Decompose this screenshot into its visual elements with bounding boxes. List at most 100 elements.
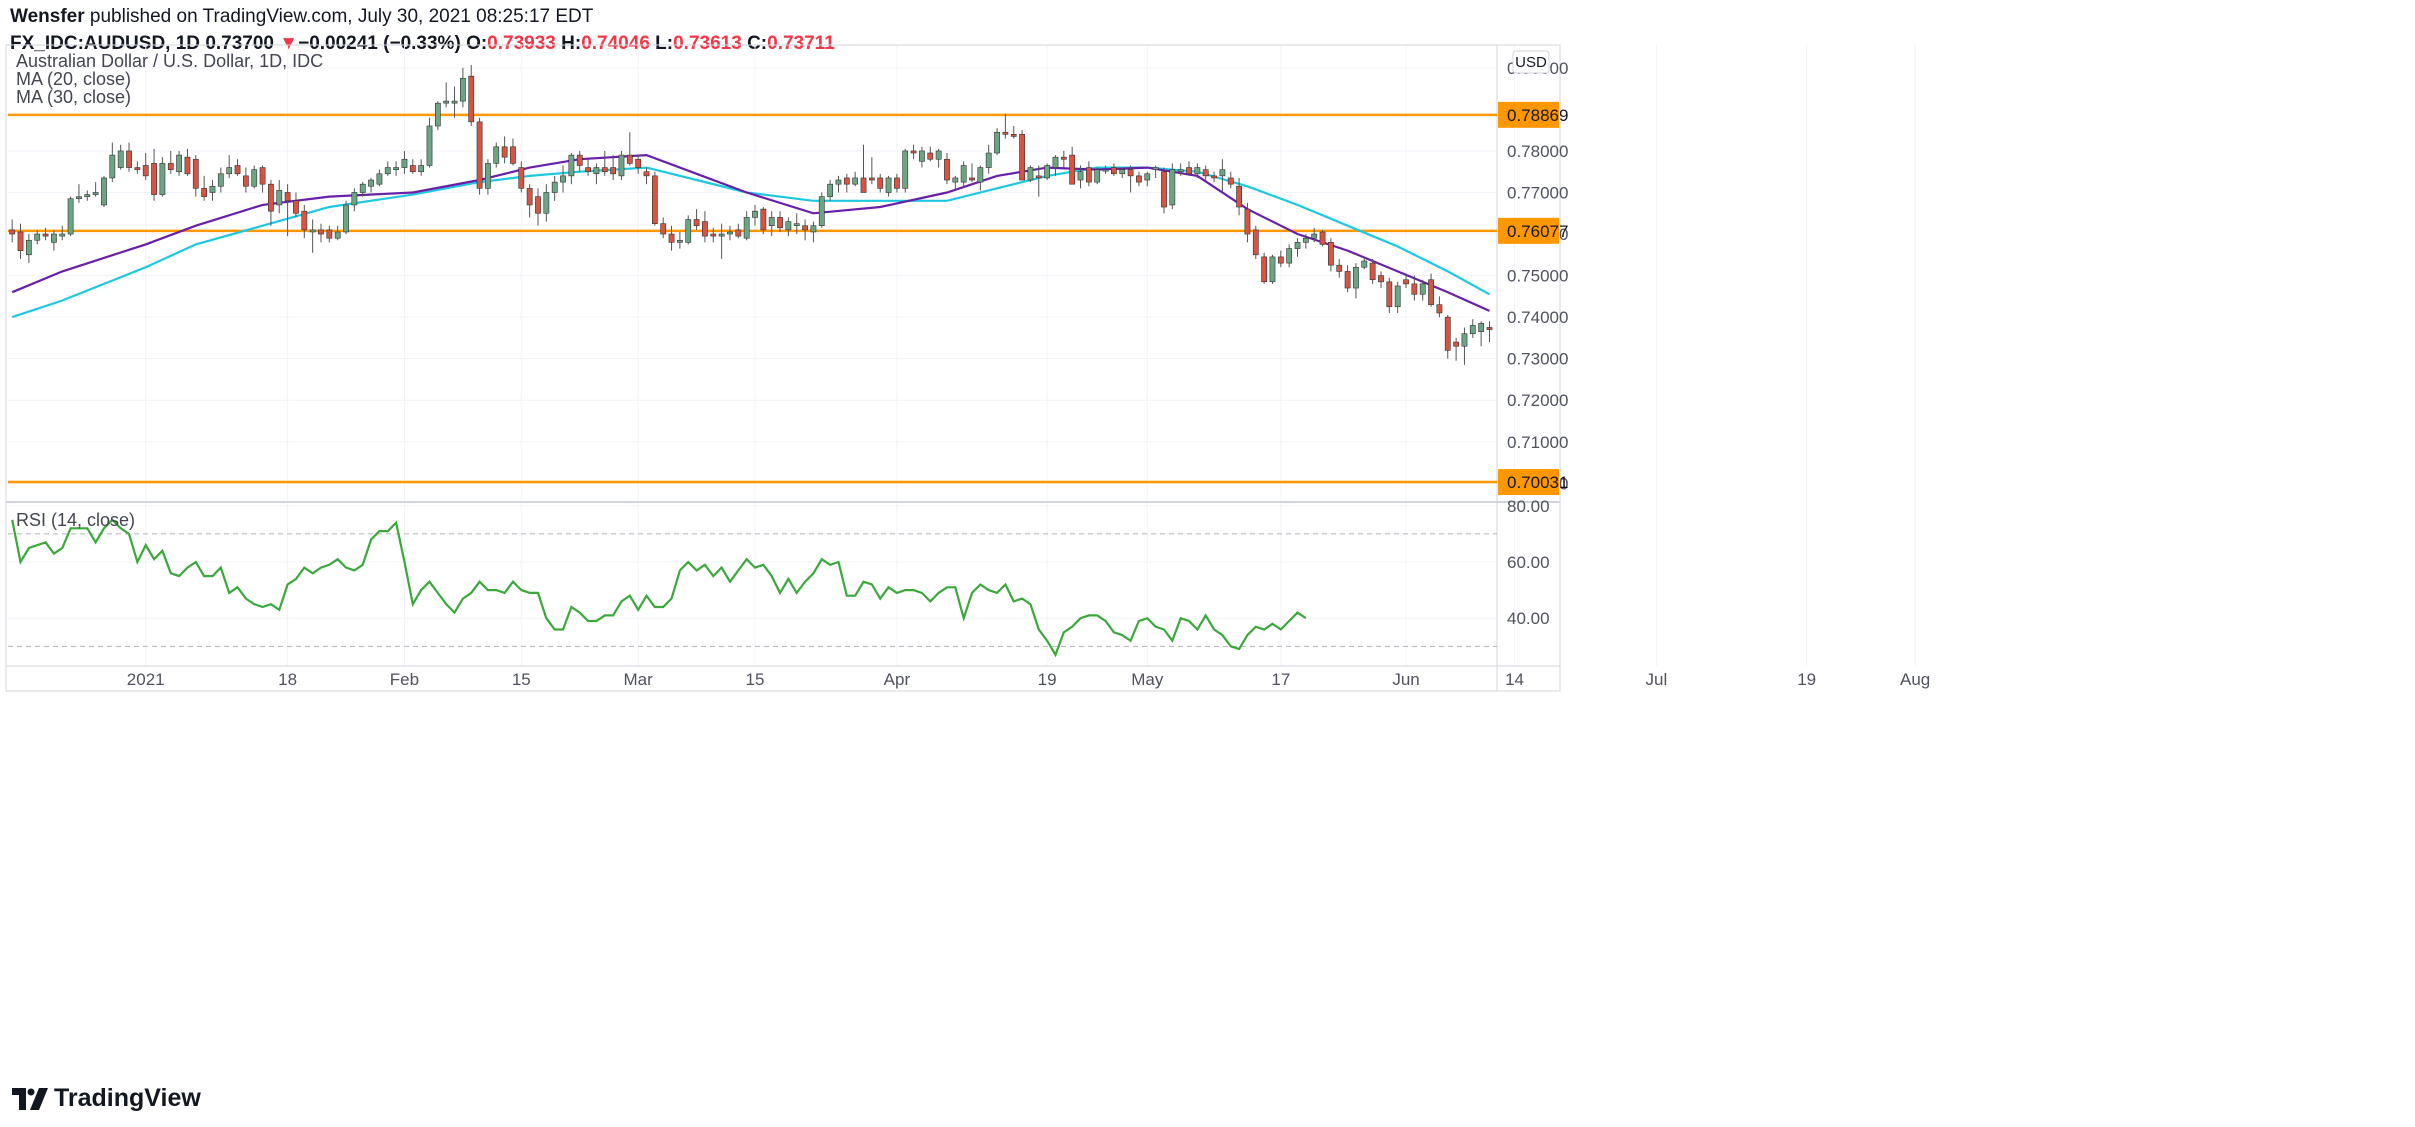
- candle-body: [1010, 134, 1017, 137]
- candle: [727, 225, 733, 241]
- candle: [1127, 165, 1134, 193]
- candle-body: [176, 154, 182, 173]
- candle-body: [1419, 283, 1426, 295]
- legend-entry: MA (30, close): [16, 87, 131, 107]
- candle: [885, 175, 892, 197]
- candle: [944, 153, 950, 185]
- candle-body: [601, 167, 608, 173]
- candle: [777, 211, 783, 232]
- candle-body: [1411, 283, 1418, 295]
- candle: [693, 209, 700, 230]
- candle: [76, 184, 82, 203]
- candle: [134, 161, 141, 174]
- candle-body: [326, 229, 333, 239]
- candle-body: [284, 192, 291, 202]
- candle: [1453, 337, 1459, 361]
- candle-body: [1027, 167, 1034, 181]
- candle: [1161, 167, 1167, 214]
- candle: [910, 144, 917, 160]
- candle-body: [42, 233, 49, 237]
- candle-body: [426, 125, 433, 166]
- candle: [209, 180, 216, 201]
- candle: [151, 148, 157, 201]
- candle: [234, 159, 241, 176]
- candle: [510, 138, 516, 166]
- candle-body: [1277, 256, 1284, 264]
- candle: [259, 165, 266, 193]
- candle: [1469, 319, 1476, 338]
- candle: [802, 219, 808, 241]
- candle: [159, 157, 166, 197]
- candle-body: [1369, 262, 1376, 281]
- candle: [359, 182, 366, 197]
- candle-body: [401, 158, 408, 168]
- candle-body: [860, 177, 867, 193]
- candle-body: [443, 100, 450, 104]
- candle-body: [1111, 167, 1117, 175]
- price-tick-label: 0.71000: [1507, 433, 1568, 452]
- candle: [919, 146, 925, 168]
- candle: [894, 173, 900, 193]
- candle-body: [1436, 304, 1443, 314]
- candle-body: [1328, 242, 1334, 266]
- candle: [1035, 165, 1042, 197]
- candle: [426, 117, 433, 168]
- candle-body: [1478, 323, 1485, 332]
- rsi-tick-label: 80.00: [1507, 497, 1550, 516]
- candle: [835, 175, 842, 193]
- tradingview-logo[interactable]: TradingView: [12, 1084, 201, 1113]
- candle: [1211, 171, 1217, 183]
- candle-body: [92, 192, 99, 195]
- candle: [1411, 275, 1418, 301]
- candle-body: [1444, 316, 1451, 351]
- chart-title: Australian Dollar / U.S. Dollar, 1D, IDC: [16, 51, 323, 71]
- candle-body: [735, 229, 742, 237]
- candle-body: [593, 167, 600, 175]
- candle: [735, 223, 742, 239]
- rsi-tick-label: 40.00: [1507, 609, 1550, 628]
- candle-body: [501, 146, 508, 158]
- candle: [994, 128, 1000, 156]
- candle-body: [1136, 175, 1142, 183]
- candle-body: [1169, 169, 1176, 206]
- candle-body: [117, 150, 124, 168]
- candle-body: [167, 163, 174, 170]
- candle-body: [1052, 156, 1059, 168]
- candle-body: [702, 221, 708, 237]
- candle: [393, 161, 399, 176]
- currency-box: [1512, 50, 1550, 74]
- candle-body: [568, 154, 575, 177]
- candle: [969, 163, 975, 183]
- candle: [117, 144, 124, 170]
- candle-body: [276, 190, 283, 206]
- candle-body: [1286, 248, 1293, 264]
- candle-body: [543, 192, 550, 214]
- candle: [685, 215, 692, 245]
- high-label: H:: [561, 33, 582, 54]
- candle-body: [1252, 229, 1259, 256]
- candle-body: [142, 165, 149, 177]
- candle-body: [635, 158, 642, 168]
- candle-body: [676, 239, 683, 243]
- candle: [1378, 271, 1384, 289]
- candle-body: [242, 175, 249, 187]
- candle: [568, 153, 575, 185]
- candle-body: [301, 210, 308, 231]
- time-tick-label: 2021: [127, 670, 165, 689]
- candle: [284, 184, 291, 237]
- candle: [1369, 258, 1376, 284]
- candle-body: [852, 177, 859, 185]
- candle: [985, 144, 992, 174]
- candle-body: [1344, 271, 1351, 289]
- candle-body: [952, 177, 959, 183]
- candle-body: [217, 173, 224, 187]
- ma20-line: [11, 153, 1490, 312]
- candle-body: [1453, 341, 1459, 347]
- candle-body: [1194, 167, 1201, 175]
- level-tag: [1498, 101, 1559, 128]
- candle-body: [651, 175, 658, 224]
- candle: [1219, 159, 1226, 193]
- candle: [318, 223, 324, 243]
- candle: [1311, 227, 1318, 243]
